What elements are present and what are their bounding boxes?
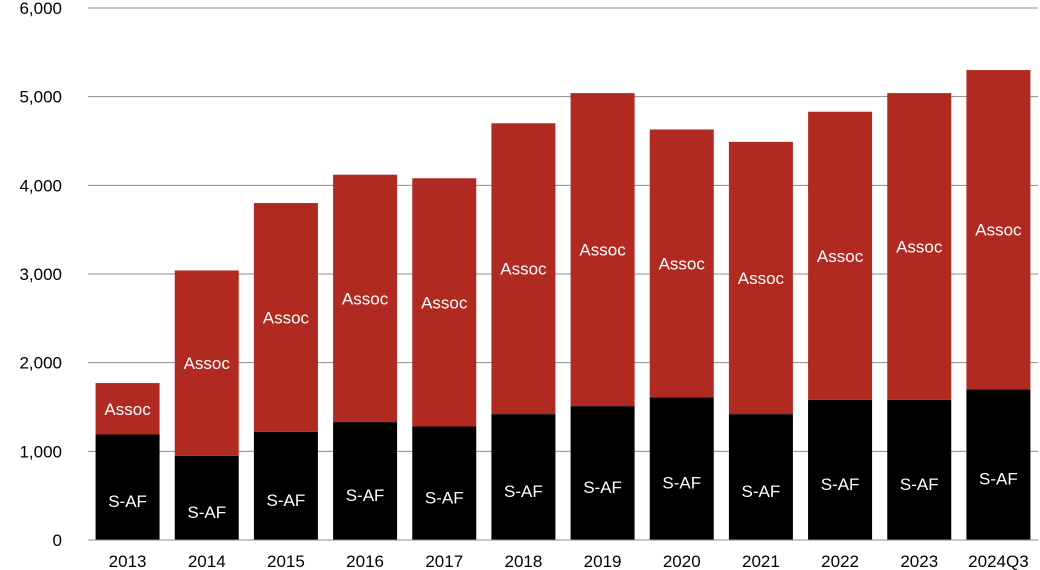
segment-label: S-AF — [108, 492, 147, 511]
x-tick-label: 2018 — [505, 552, 543, 570]
segment-label: Assoc — [421, 293, 468, 312]
segment-label: Assoc — [184, 354, 231, 373]
x-tick-label: 2013 — [109, 552, 147, 570]
bar-segment-s-af — [649, 397, 714, 540]
x-tick-label: 2022 — [821, 552, 859, 570]
bar-segment-assoc — [253, 203, 318, 432]
y-tick-label: 5,000 — [19, 88, 62, 107]
y-tick-label: 6,000 — [19, 0, 62, 18]
bar-segment-assoc — [728, 141, 793, 415]
bar-segment-assoc — [95, 383, 160, 435]
segment-label: Assoc — [817, 247, 864, 266]
bar-segment-s-af — [412, 426, 477, 540]
bar-segment-s-af — [333, 422, 398, 540]
segment-label: S-AF — [821, 475, 860, 494]
bar-segment-assoc — [412, 178, 477, 427]
segment-labels: S-AF Assoc S-AF Assoc S-AF Assoc S-AF Assoc S-AF… — [104, 221, 1022, 522]
segment-label: Assoc — [975, 221, 1022, 240]
segment-label: Assoc — [738, 269, 785, 288]
bar-segment-assoc — [570, 93, 635, 407]
bar-segment-assoc — [333, 174, 398, 423]
segment-label: Assoc — [342, 289, 389, 308]
bar-segment-assoc — [491, 123, 556, 415]
x-tick-label: 2017 — [425, 552, 463, 570]
bar-segment-assoc — [887, 93, 952, 400]
y-tick-label: 4,000 — [19, 176, 62, 195]
y-tick-label: 0 — [53, 531, 62, 550]
y-tick-label: 1,000 — [19, 442, 62, 461]
segment-label: Assoc — [896, 238, 943, 257]
bar-segment-s-af — [491, 414, 556, 540]
segment-label: S-AF — [583, 478, 622, 497]
segment-label: Assoc — [579, 241, 626, 260]
x-tick-label: 2014 — [188, 552, 226, 570]
segment-label: S-AF — [267, 491, 306, 510]
axes: 0 1,000 2,000 3,000 4,000 5,000 6,000 2013 2014 2… — [19, 0, 1038, 570]
bar-segment-assoc — [649, 129, 714, 398]
segment-label: S-AF — [504, 482, 543, 501]
x-tick-label: 2024Q3 — [968, 552, 1029, 570]
segment-label: S-AF — [346, 486, 385, 505]
segment-label: Assoc — [659, 254, 706, 273]
bar-segment-s-af — [174, 455, 239, 540]
segment-label: S-AF — [425, 488, 464, 507]
bar-segment-s-af — [808, 399, 873, 540]
segment-label: Assoc — [104, 400, 151, 419]
x-tick-label: 2023 — [900, 552, 938, 570]
bar-segment-s-af — [95, 434, 160, 540]
bars — [95, 70, 1031, 540]
segment-label: Assoc — [263, 308, 310, 327]
segment-label: S-AF — [742, 482, 781, 501]
segment-label: Assoc — [500, 260, 547, 279]
x-tick-label: 2016 — [346, 552, 384, 570]
bar-segment-s-af — [253, 431, 318, 540]
bar-segment-assoc — [174, 270, 239, 456]
segment-label: S-AF — [900, 475, 939, 494]
gridlines — [88, 7, 1038, 452]
bar-segment-s-af — [887, 399, 952, 540]
y-tick-label: 3,000 — [19, 265, 62, 284]
bar-segment-s-af — [570, 406, 635, 540]
segment-label: S-AF — [979, 470, 1018, 489]
segment-label: S-AF — [187, 503, 226, 522]
y-tick-label: 2,000 — [19, 354, 62, 373]
bar-segment-s-af — [966, 389, 1031, 540]
segment-label: S-AF — [662, 474, 701, 493]
x-tick-label: 2019 — [584, 552, 622, 570]
bar-segment-assoc — [966, 70, 1031, 390]
x-tick-label: 2020 — [663, 552, 701, 570]
bar-segment-s-af — [728, 414, 793, 540]
bar-segment-assoc — [808, 111, 873, 400]
x-tick-label: 2015 — [267, 552, 305, 570]
x-tick-label: 2021 — [742, 552, 780, 570]
